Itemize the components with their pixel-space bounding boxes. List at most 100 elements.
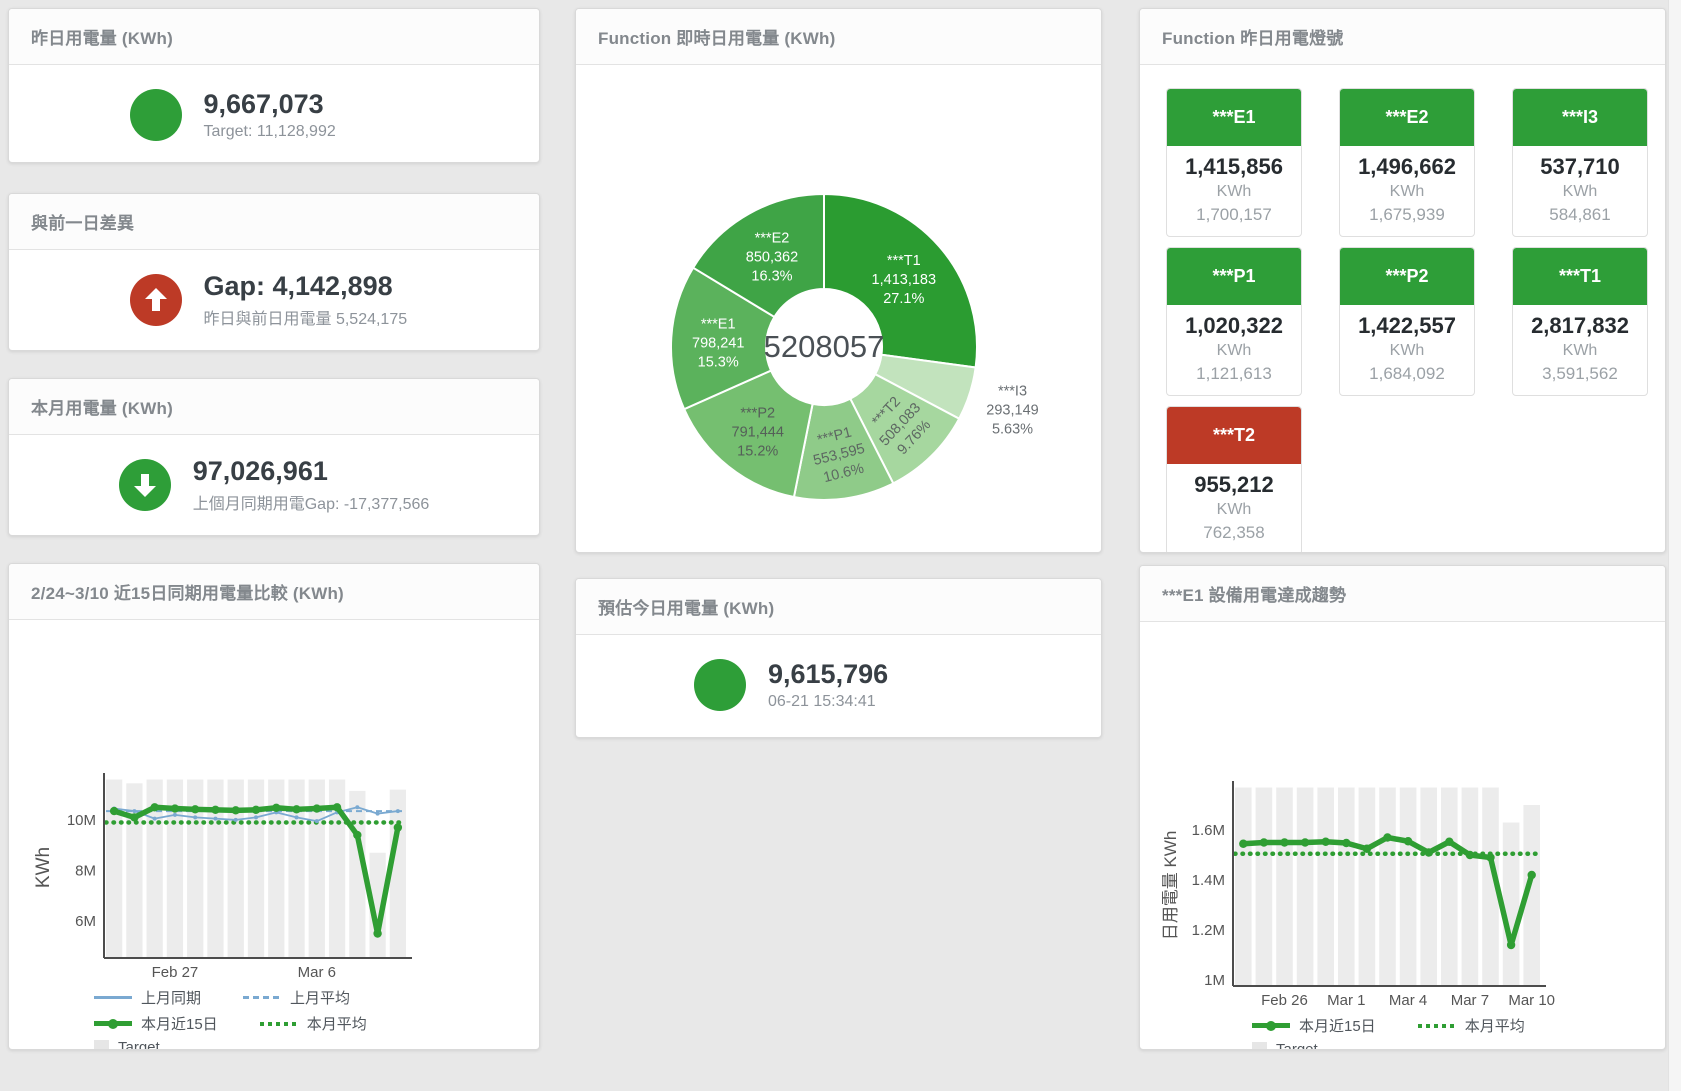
status-circle-green-icon (694, 658, 746, 711)
legend-marker-square-icon (1252, 1042, 1267, 1049)
legend-label: 上月同期 (141, 990, 202, 1007)
data-point (375, 811, 380, 816)
card-15day-compare-chart: 2/24~3/10 近15日同期用電量比較 (KWh) 6M 8M 10M Feb 2… (8, 563, 540, 1050)
scrollbar-track[interactable] (1668, 0, 1681, 1091)
stat-subtitle: 昨日與前日用電量 5,524,175 (203, 310, 408, 328)
device-unit: KWh (1562, 183, 1598, 200)
donut-center-total: 5208057 (764, 329, 885, 364)
legend-item-thick[interactable]: 本月近15日 (94, 1013, 218, 1034)
device-value: 1,020,322 (1185, 313, 1283, 338)
data-point (1383, 833, 1392, 842)
card-header: 與前一日差異 (9, 194, 539, 250)
device-tile-status-header: ***I3 (1513, 89, 1647, 146)
device-unit: KWh (1216, 342, 1252, 359)
y-tick-label: 1M (1204, 972, 1225, 989)
donut-slice-E1[interactable] (670, 266, 776, 411)
data-point (1362, 844, 1372, 853)
data-point (355, 805, 360, 810)
x-tick-label: Mar 10 (1508, 992, 1555, 1008)
legend-label: Target (1276, 1041, 1318, 1050)
x-tick-label: Mar 7 (1451, 992, 1489, 1008)
data-point (152, 816, 157, 821)
stat-value: 9,667,073 (203, 88, 324, 119)
legend-label: 本月近15日 (141, 1016, 218, 1033)
device-unit: KWh (1216, 501, 1252, 518)
card-header: ***E1 設備用電達成趨勢 (1140, 566, 1665, 622)
device-unit: KWh (1216, 183, 1252, 200)
legend-item-dotted[interactable]: 本月平均 (259, 1013, 367, 1034)
data-point (1465, 850, 1475, 860)
data-point (1506, 940, 1516, 950)
data-point (1280, 838, 1289, 847)
device-target: 1,121,613 (1196, 364, 1272, 383)
card-e1-trend-chart: ***E1 設備用電達成趨勢 1M 1.2M 1.4M 1.6M Feb 26 Mar 1… (1139, 565, 1666, 1050)
device-tile-body: 1,422,557 KWh 1,684,092 (1340, 305, 1474, 395)
data-point (1342, 838, 1351, 848)
device-value: 1,415,856 (1185, 154, 1283, 179)
data-point (254, 815, 258, 820)
target-bar (247, 779, 265, 958)
data-point (1321, 837, 1330, 846)
device-value: 1,496,662 (1358, 154, 1456, 179)
device-target: 584,861 (1549, 205, 1611, 224)
stat-body: 97,026,961 上個月同期用電Gap: -17,377,566 (9, 435, 539, 534)
data-point (251, 805, 261, 815)
target-bar (1379, 787, 1396, 986)
donut-slice-label: ***T1 1,413,183 27.1% (872, 253, 937, 307)
device-target: 762,358 (1203, 523, 1265, 542)
device-value: 2,817,832 (1531, 313, 1629, 338)
target-bar (1461, 787, 1479, 986)
device-target: 1,684,092 (1369, 364, 1445, 383)
device-target: 1,675,939 (1369, 205, 1445, 224)
donut-slice-label: ***E1 798,241 15.3% (692, 316, 744, 370)
legend-row: 本月近15日 本月平均 (94, 1013, 539, 1034)
device-tile: ***T1 2,817,832 KWh 3,591,562 (1512, 247, 1648, 396)
legend-row: Target (1252, 1041, 1665, 1050)
target-bar (389, 789, 406, 958)
data-point (211, 805, 220, 815)
device-tile-status-header: ***E1 (1167, 89, 1301, 146)
legend-row: 上月同期 上月平均 (94, 987, 539, 1008)
legend-item-square[interactable]: Target (1252, 1041, 1318, 1050)
target-bar (1441, 787, 1458, 986)
donut-slice-P2[interactable] (682, 369, 814, 499)
donut-slice-T1[interactable] (823, 192, 978, 369)
data-point (109, 806, 119, 816)
data-point (191, 805, 200, 814)
legend-label: 本月近15日 (1299, 1018, 1376, 1035)
y-tick-label: 10M (67, 812, 96, 829)
legend-item-dashed[interactable]: 上月平均 (243, 987, 350, 1008)
data-point (294, 815, 299, 820)
card-month-usage: 本月用電量 (KWh) 97,026,961 上個月同期用電Gap: -17,3… (8, 378, 540, 536)
legend-marker-dashed-icon (243, 996, 282, 999)
legend-label: Target (118, 1039, 160, 1050)
legend-marker-thick-icon (94, 1018, 132, 1029)
data-point (1239, 839, 1248, 848)
legend-marker-square-icon (94, 1040, 109, 1049)
device-tile-status-header: ***P2 (1340, 248, 1474, 305)
device-tile: ***P1 1,020,322 KWh 1,121,613 (1166, 247, 1302, 396)
target-bar (1338, 787, 1355, 986)
target-bar (187, 779, 204, 958)
legend-item-dotted[interactable]: 本月平均 (1417, 1015, 1525, 1036)
stat-body: Gap: 4,142,898 昨日與前日用電量 5,524,175 (9, 250, 539, 349)
device-unit: KWh (1389, 342, 1425, 359)
target-bar (1296, 787, 1314, 986)
card-estimate-today: 預估今日用電量 (KWh) 9,615,796 06-21 15:34:41 (575, 578, 1102, 738)
card-title: 與前一日差異 (31, 214, 135, 233)
legend-item-line[interactable]: 上月同期 (94, 987, 201, 1008)
trend-line-chart: 1M 1.2M 1.4M 1.6M Feb 26 Mar 1 Mar 4 Mar 7 Mar 1… (1161, 781, 1555, 1009)
device-value: 955,212 (1194, 472, 1274, 497)
legend-item-thick[interactable]: 本月近15日 (1252, 1015, 1376, 1036)
target-bar (308, 779, 325, 958)
legend-item-square[interactable]: Target (94, 1039, 160, 1050)
target-bar (1276, 787, 1293, 986)
card-day-gap: 與前一日差異 Gap: 4,142,898 昨日與前日用電量 5,524,175 (8, 193, 540, 351)
donut-slice-E2[interactable] (691, 192, 825, 319)
data-point (393, 823, 403, 832)
target-bar (369, 852, 386, 958)
device-tile-status-header: ***T2 (1167, 407, 1301, 464)
target-bar (1399, 787, 1417, 986)
target-bar (126, 783, 143, 958)
device-tile-status-header: ***P1 (1167, 248, 1301, 305)
